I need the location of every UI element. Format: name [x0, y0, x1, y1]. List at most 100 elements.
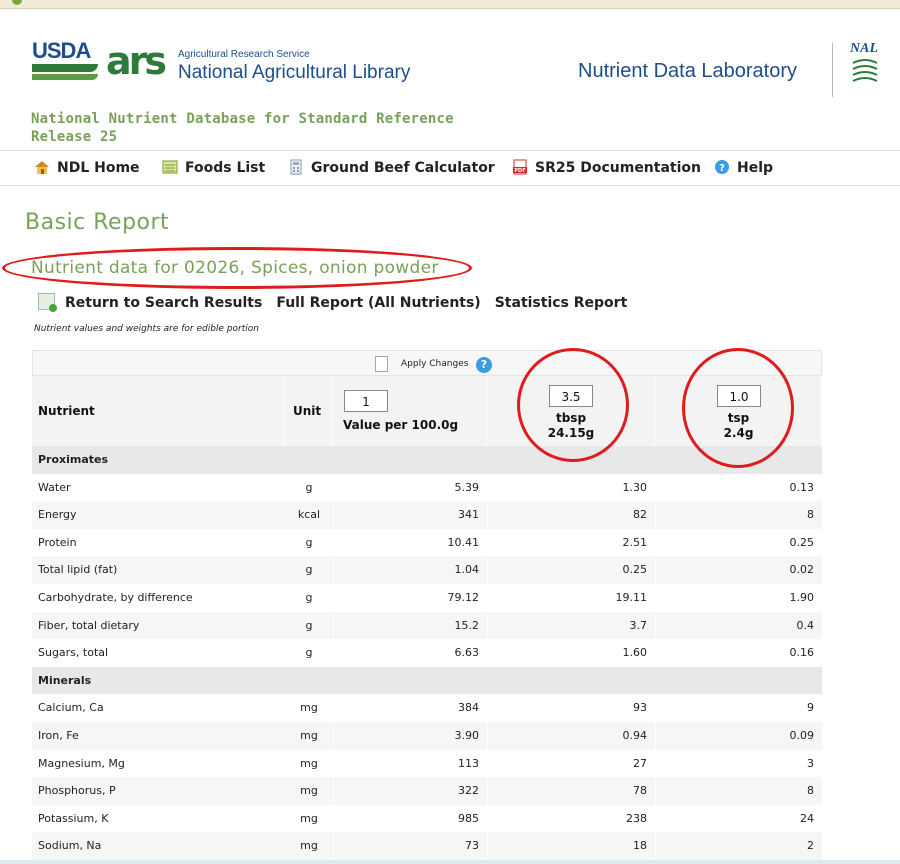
- list-icon: [162, 160, 178, 174]
- report-links: Return to Search Results Full Report (All…: [38, 293, 641, 312]
- database-title-line: National Nutrient Database for Standard …: [31, 111, 454, 127]
- usda-swoosh-icon: [32, 74, 98, 80]
- header-divider: [832, 43, 833, 97]
- header-unit: Unit: [293, 404, 322, 418]
- statistics-report-link[interactable]: Statistics Report: [494, 295, 628, 311]
- nav-foods-list[interactable]: Foods List: [162, 159, 265, 176]
- section-row: Proximates: [32, 446, 822, 474]
- table-row: Sugars, total g 6.63 1.60 0.16: [32, 639, 822, 667]
- unit-cell: mg: [300, 839, 318, 853]
- database-title: National Nutrient Database for Standard …: [31, 110, 454, 146]
- value-tbsp: 27: [487, 749, 655, 778]
- return-to-search-link[interactable]: Return to Search Results: [65, 295, 263, 311]
- nav-label: NDL Home: [57, 160, 140, 176]
- section-title: Proximates: [38, 453, 109, 466]
- library-name[interactable]: National Agricultural Library: [178, 62, 411, 83]
- table-row: Carbohydrate, by difference g 79.12 19.11 1.…: [32, 584, 822, 612]
- table-row: Sodium, Na mg 73 18 2: [32, 832, 822, 860]
- value-tsp: 9: [655, 694, 822, 722]
- unit-cell: g: [305, 563, 313, 577]
- nav-help[interactable]: ? Help: [714, 159, 773, 176]
- nutrient-name: Water: [38, 480, 71, 494]
- value-per-100g: 985: [333, 804, 487, 833]
- value-per-100g: 5.39: [333, 473, 487, 502]
- pdf-icon: PDF: [513, 159, 527, 175]
- nutrient-name: Fiber, total dietary: [38, 618, 140, 632]
- value-tsp: 0.25: [655, 528, 822, 557]
- unit-cell: g: [305, 535, 313, 549]
- value-tsp: 0.13: [655, 473, 822, 502]
- table-row: Protein g 10.41 2.51 0.25: [32, 528, 822, 557]
- nutrient-name: Carbohydrate, by difference: [38, 591, 193, 604]
- calculator-icon: [375, 356, 388, 372]
- nutrient-name: Potassium, K: [38, 811, 109, 825]
- value-tbsp: 82: [487, 501, 655, 529]
- help-icon: ?: [715, 160, 729, 174]
- nav-label: Ground Beef Calculator: [311, 160, 495, 176]
- value-tbsp: 0.94: [487, 722, 655, 750]
- header-nutrient: Nutrient: [38, 404, 95, 418]
- help-icon[interactable]: ?: [476, 357, 492, 373]
- value-tbsp: 18: [487, 832, 655, 860]
- release-label: Release 25: [31, 129, 118, 145]
- svg-text:PDF: PDF: [514, 168, 525, 174]
- nal-logo-text: NAL: [850, 41, 878, 56]
- value-tbsp: 3.7: [487, 611, 655, 640]
- nav-label: Foods List: [185, 160, 266, 176]
- unit-cell: g: [305, 618, 313, 632]
- nutrient-name: Iron, Fe: [38, 729, 79, 742]
- value-tbsp: 2.51: [487, 528, 655, 557]
- value-tsp: 3: [655, 749, 822, 778]
- unit-cell: mg: [300, 701, 318, 715]
- nav-ndl-home[interactable]: NDL Home: [34, 159, 140, 176]
- apply-changes-button[interactable]: Apply Changes: [401, 359, 469, 369]
- nav-ground-beef-calculator[interactable]: Ground Beef Calculator: [288, 159, 495, 176]
- home-icon: [35, 161, 49, 174]
- value-per-100g: 79.12: [333, 584, 487, 612]
- apply-changes-bar: Apply Changes ?: [32, 350, 822, 376]
- highlight-circle-tsp: [682, 348, 794, 468]
- nutrient-name: Phosphorus, P: [38, 784, 116, 798]
- unit-cell: g: [305, 591, 313, 604]
- usda-swoosh-icon: [32, 64, 98, 72]
- value-per-100g: 15.2: [333, 611, 487, 640]
- top-strip-icon: [12, 0, 22, 5]
- highlight-ellipse: [2, 247, 472, 289]
- quantity-input-100g[interactable]: 1: [344, 390, 388, 412]
- value-tsp: 0.4: [655, 611, 822, 640]
- value-tbsp: 1.60: [487, 639, 655, 667]
- full-report-link[interactable]: Full Report (All Nutrients): [276, 295, 481, 311]
- ars-logo[interactable]: ars: [106, 39, 167, 83]
- calculator-icon: [290, 159, 302, 175]
- table-row: Water g 5.39 1.30 0.13: [32, 473, 822, 502]
- ndl-title[interactable]: Nutrient Data Laboratory: [578, 60, 798, 82]
- value-per-100g: 113: [333, 749, 487, 778]
- value-per-100g: 10.41: [333, 528, 487, 557]
- nal-logo[interactable]: NAL: [845, 41, 885, 91]
- value-tsp: 24: [655, 804, 822, 833]
- value-per-100g: 384: [333, 694, 487, 722]
- header-nutrient-cell: Nutrient: [32, 376, 285, 446]
- value-tsp: 0.02: [655, 556, 822, 584]
- value-tsp: 0.16: [655, 639, 822, 667]
- table-row: Energy kcal 341 82 8: [32, 501, 822, 529]
- top-strip: [0, 0, 900, 9]
- value-tbsp: 19.11: [487, 584, 655, 612]
- value-per-100g: 322: [333, 777, 487, 805]
- usda-logo[interactable]: USDA: [32, 38, 98, 88]
- table-row: Magnesium, Mg mg 113 27 3: [32, 749, 822, 778]
- unit-cell: g: [305, 480, 313, 494]
- value-per-100g: 3.90: [333, 722, 487, 750]
- page-title: Basic Report: [25, 210, 170, 235]
- nav-sr25-documentation[interactable]: PDF SR25 Documentation: [512, 159, 701, 176]
- table-row: Total lipid (fat) g 1.04 0.25 0.02: [32, 556, 822, 584]
- header-per-100g: Value per 100.0g: [343, 418, 459, 432]
- section-title: Minerals: [38, 673, 92, 687]
- usda-logo-text: USDA: [32, 38, 91, 63]
- page-bottom-edge: [0, 860, 900, 864]
- value-tbsp: 238: [487, 804, 655, 833]
- value-tbsp: 0.25: [487, 556, 655, 584]
- table-row: Iron, Fe mg 3.90 0.94 0.09: [32, 722, 822, 750]
- header-unit-cell: Unit: [285, 376, 333, 446]
- nav-bar: NDL Home Foods List Ground Beef Calculat…: [0, 150, 900, 186]
